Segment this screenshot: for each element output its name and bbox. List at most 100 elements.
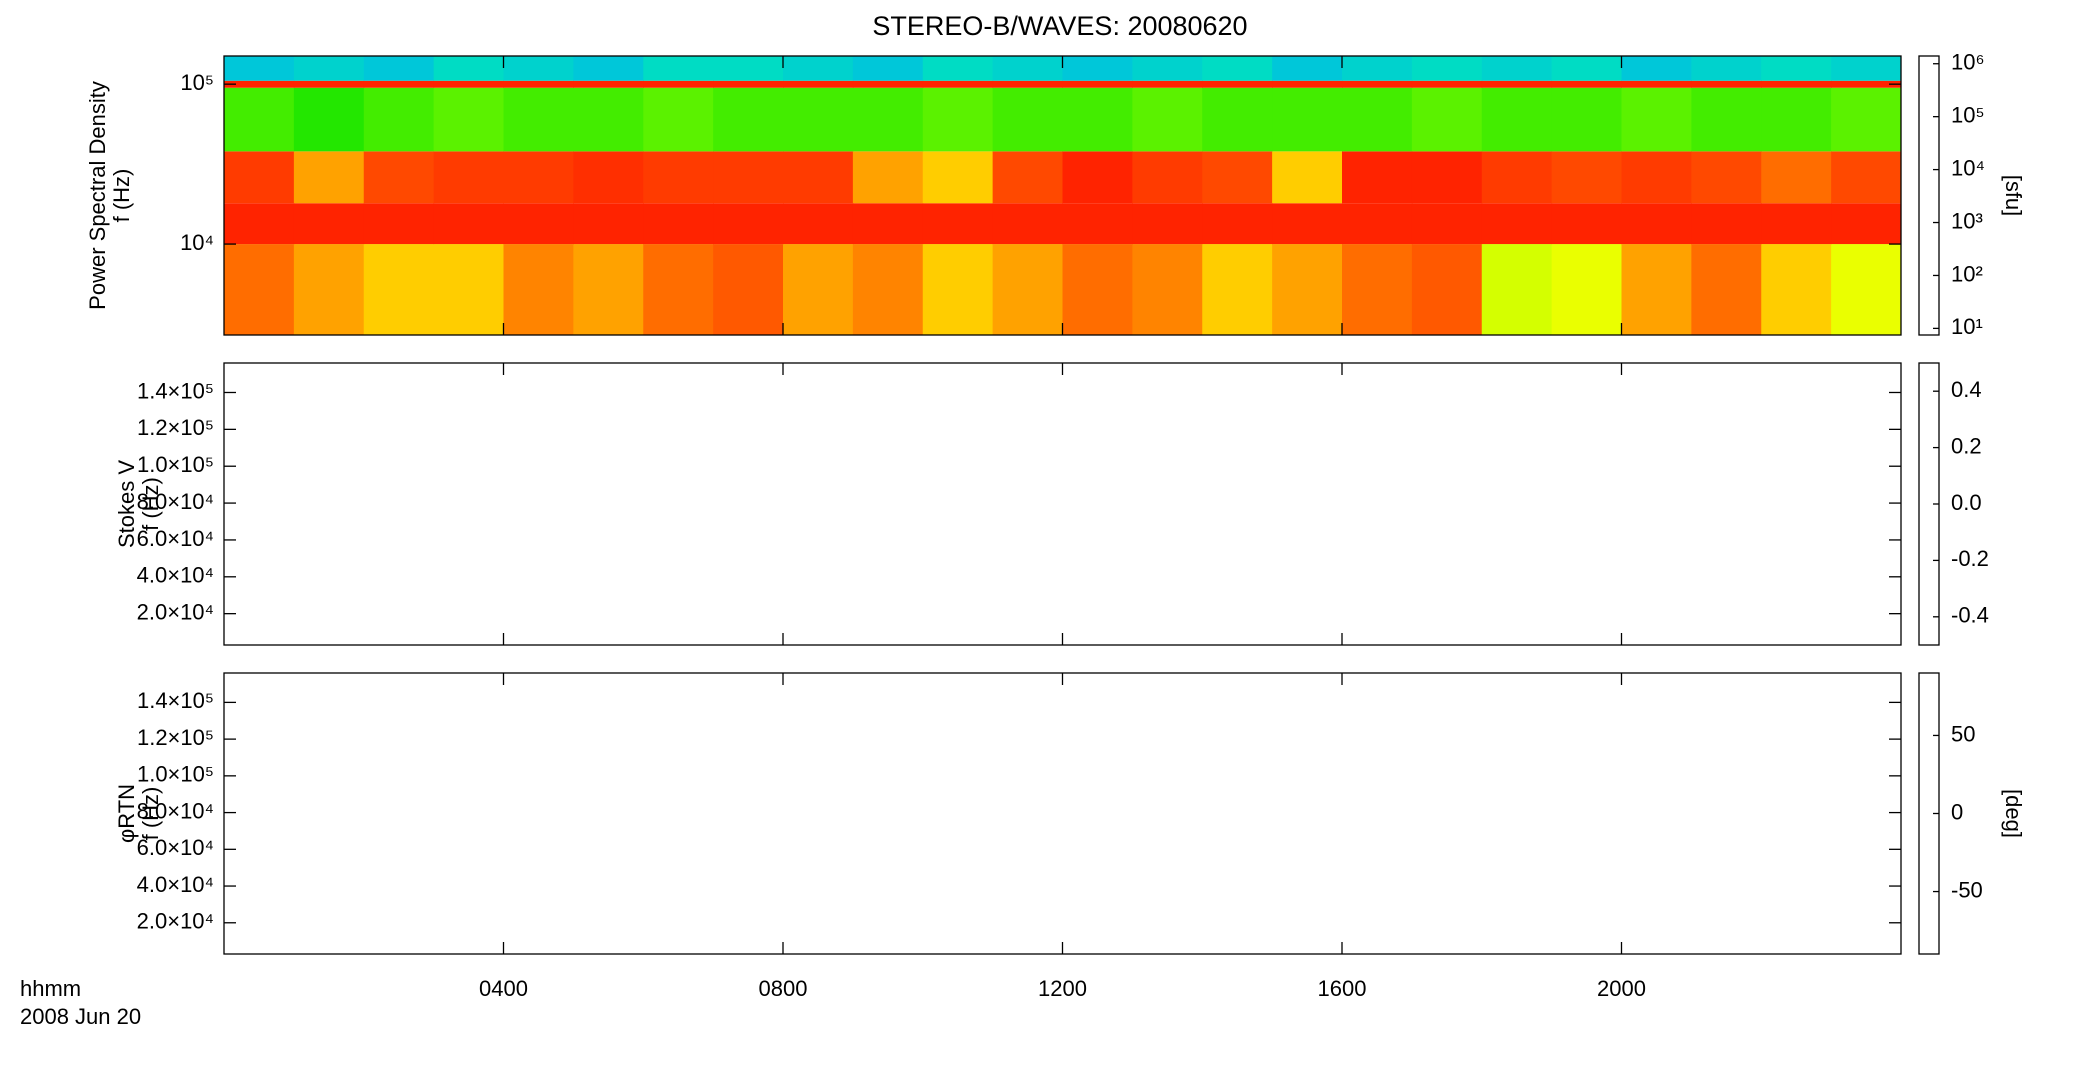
heat-cell	[643, 87, 714, 152]
heat-cell	[922, 203, 994, 245]
heat-cell	[224, 203, 295, 245]
heat-cell	[1062, 203, 1133, 245]
heat-cell	[1342, 151, 1413, 204]
heat-cell	[1761, 56, 1832, 81]
heat-cell	[1062, 244, 1133, 335]
heat-cell	[992, 87, 1063, 152]
heat-cell	[503, 87, 574, 152]
heat-cell	[573, 244, 644, 335]
heat-cell	[1621, 151, 1692, 204]
heat-cell	[1272, 56, 1343, 81]
heat-cell	[224, 80, 295, 88]
heat-cell	[1691, 151, 1762, 204]
colorbar-tick-label: 10²	[1951, 261, 1983, 286]
heat-cell	[1551, 203, 1622, 245]
heat-cell	[1481, 56, 1553, 81]
colorbar	[1918, 55, 1940, 336]
heat-cell	[1062, 56, 1133, 81]
heat-cell	[1202, 244, 1273, 335]
y-tick-label: 1.2×10⁵	[137, 725, 214, 750]
heat-cell	[783, 87, 854, 152]
y-tick-label: 8.0×10⁴	[137, 489, 214, 514]
heat-cell	[1831, 87, 1902, 152]
colorbar-tick-label: 0.0	[1951, 490, 1982, 515]
heat-cell	[433, 87, 504, 152]
heat-cell	[433, 244, 504, 335]
heat-cell	[1481, 80, 1553, 88]
heat-cell	[1132, 151, 1203, 204]
heat-cell	[1202, 56, 1273, 81]
heat-cell	[1691, 244, 1762, 335]
heat-cell	[1411, 244, 1483, 335]
heat-cell	[1621, 203, 1692, 245]
colorbar-tick-label: -50	[1951, 877, 1983, 902]
heat-cell	[1761, 87, 1832, 152]
y-tick-label: 6.0×10⁴	[137, 526, 214, 551]
plot-frame	[223, 672, 1902, 955]
colorbar-tick-label: 50	[1951, 721, 1975, 746]
heat-cell	[1831, 244, 1902, 335]
colorbar-tick-label: 0	[1951, 799, 1963, 824]
heat-cell	[1761, 80, 1832, 88]
heat-cell	[1062, 87, 1133, 152]
y-axis-title: f (Hz)	[109, 169, 134, 223]
colorbar-tick-label: 10⁶	[1951, 50, 1985, 75]
heat-cell	[1411, 151, 1483, 204]
heat-cell	[922, 80, 994, 88]
heat-cell	[293, 80, 365, 88]
y-tick-label: 10⁵	[180, 70, 214, 95]
x-tick-label: 1200	[1038, 976, 1087, 1001]
heat-cell	[1551, 151, 1622, 204]
heat-cell	[1831, 80, 1902, 88]
heat-cell	[1342, 80, 1413, 88]
x-tick-label: 0400	[479, 976, 528, 1001]
heat-cell	[1272, 203, 1343, 245]
heat-cell	[1272, 87, 1343, 152]
y-axis-title: φRTN	[114, 784, 139, 843]
heat-cell	[1411, 80, 1483, 88]
y-axis-title: f (Hz)	[138, 787, 163, 841]
heat-cell	[363, 87, 435, 152]
colorbar-tick-label: 10³	[1951, 208, 1983, 233]
y-axis-title: f (Hz)	[138, 477, 163, 531]
y-tick-label: 1.0×10⁵	[137, 452, 214, 477]
heat-cell	[293, 87, 365, 152]
heat-cell	[1691, 56, 1762, 81]
heat-cell	[852, 56, 924, 81]
heat-cell	[433, 203, 504, 245]
heat-cell	[1272, 244, 1343, 335]
colorbar-tick-label: 0.2	[1951, 433, 1982, 458]
heat-cell	[1761, 203, 1832, 245]
heat-cell	[1342, 87, 1413, 152]
y-tick-label: 2.0×10⁴	[137, 599, 214, 624]
heat-cell	[1272, 80, 1343, 88]
heat-cell	[1621, 80, 1692, 88]
y-axis-title: Power Spectral Density	[85, 81, 110, 310]
heat-cell	[1481, 244, 1553, 335]
y-tick-label: 10⁴	[180, 230, 214, 255]
y-tick-label: 1.0×10⁵	[137, 762, 214, 787]
heat-cell	[503, 80, 574, 88]
heat-cell	[1481, 203, 1553, 245]
heat-cell	[1132, 244, 1203, 335]
heat-cell	[1411, 203, 1483, 245]
heat-cell	[643, 80, 714, 88]
heat-cell	[1761, 151, 1832, 204]
heat-cell	[503, 56, 574, 81]
heat-cell	[643, 151, 714, 204]
heat-cell	[1831, 151, 1902, 204]
x-axis-label: hhmm	[20, 976, 81, 1001]
colorbar-tick-label: 0.4	[1951, 377, 1982, 402]
heat-cell	[922, 151, 994, 204]
heat-cell	[224, 244, 295, 335]
heat-cell	[1831, 56, 1902, 81]
heat-cell	[503, 244, 574, 335]
heat-cell	[1551, 56, 1622, 81]
y-tick-label: 1.4×10⁵	[137, 378, 214, 403]
heat-cell	[433, 151, 504, 204]
heat-cell	[1342, 56, 1413, 81]
y-tick-label: 1.4×10⁵	[137, 688, 214, 713]
heat-cell	[1761, 244, 1832, 335]
date-label: 2008 Jun 20	[20, 1004, 141, 1029]
heat-cell	[1691, 80, 1762, 88]
